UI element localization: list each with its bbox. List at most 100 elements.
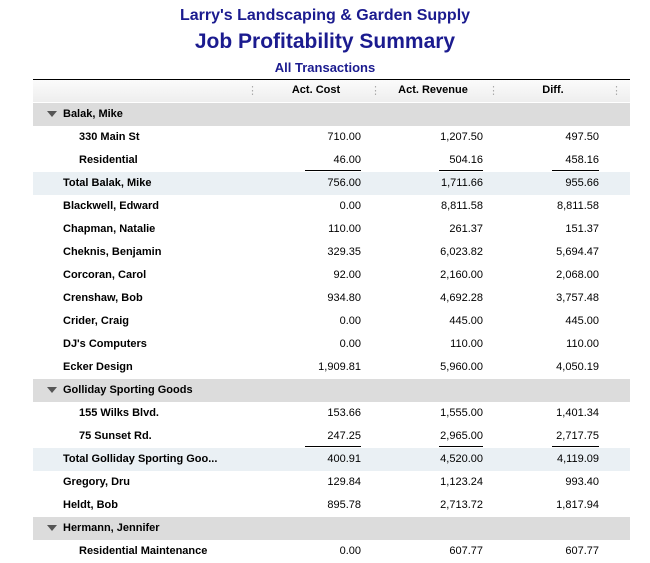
collapse-triangle-icon[interactable] bbox=[47, 525, 57, 531]
row-label: DJ's Computers bbox=[63, 338, 147, 350]
report-row[interactable]: Residential Maintenance 0.00 607.77 607.77 bbox=[33, 540, 630, 563]
group-row[interactable]: Golliday Sporting Goods bbox=[33, 379, 630, 402]
cell-diff: 2,717.75 bbox=[556, 430, 599, 442]
cell-diff: 445.00 bbox=[565, 315, 599, 327]
cell-diff: 497.50 bbox=[565, 131, 599, 143]
row-label: Hermann, Jennifer bbox=[63, 522, 160, 534]
cell-revenue: 4,520.00 bbox=[440, 453, 483, 465]
cell-diff: 110.00 bbox=[566, 338, 599, 350]
cell-revenue: 1,123.24 bbox=[440, 476, 483, 488]
report-subtitle: All Transactions bbox=[274, 60, 376, 75]
report-row[interactable]: DJ's Computers 0.00 110.00 110.00 bbox=[33, 333, 630, 356]
cell-revenue: 2,713.72 bbox=[440, 499, 483, 511]
row-label: Ecker Design bbox=[63, 361, 133, 373]
cell-cost: 895.78 bbox=[327, 499, 361, 511]
subtotal-rule bbox=[439, 446, 483, 447]
cell-diff: 1,401.34 bbox=[556, 407, 599, 419]
company-name: Larry's Landscaping & Garden Supply bbox=[179, 7, 471, 24]
column-divider[interactable]: ⋮ bbox=[611, 85, 622, 97]
row-label: 330 Main St bbox=[79, 131, 140, 143]
cell-diff: 151.37 bbox=[565, 223, 599, 235]
cell-revenue: 607.77 bbox=[449, 545, 483, 557]
report-title: Job Profitability Summary bbox=[194, 30, 456, 53]
row-label: Crenshaw, Bob bbox=[63, 292, 143, 304]
cell-cost: 710.00 bbox=[327, 131, 361, 143]
row-label: Blackwell, Edward bbox=[63, 200, 159, 212]
report-row[interactable]: Corcoran, Carol 92.00 2,160.00 2,068.00 bbox=[33, 264, 630, 287]
row-label: Residential bbox=[79, 154, 138, 166]
total-row[interactable]: Total Balak, Mike 756.00 1,711.66 955.66 bbox=[33, 172, 630, 195]
row-label: Corcoran, Carol bbox=[63, 269, 147, 281]
subtotal-rule bbox=[305, 170, 361, 171]
cell-diff: 4,119.09 bbox=[556, 453, 599, 465]
column-divider[interactable]: ⋮ bbox=[247, 85, 258, 97]
cell-cost: 247.25 bbox=[327, 430, 361, 442]
total-row[interactable]: Total Golliday Sporting Goo... 400.91 4,52… bbox=[33, 448, 630, 471]
report-row[interactable]: 75 Sunset Rd. 247.25 2,965.00 2,717.75 bbox=[33, 425, 630, 448]
row-label: Heldt, Bob bbox=[63, 499, 118, 511]
report-row[interactable]: Chapman, Natalie 110.00 261.37 151.37 bbox=[33, 218, 630, 241]
report-row[interactable]: Crenshaw, Bob 934.80 4,692.28 3,757.48 bbox=[33, 287, 630, 310]
report-row[interactable]: Ecker Design 1,909.81 5,960.00 4,050.19 bbox=[33, 356, 630, 379]
cell-revenue: 110.00 bbox=[450, 338, 483, 350]
group-row[interactable]: Balak, Mike bbox=[33, 103, 630, 126]
cell-revenue: 504.16 bbox=[449, 154, 483, 166]
cell-diff: 607.77 bbox=[565, 545, 599, 557]
cell-diff: 3,757.48 bbox=[556, 292, 599, 304]
cell-cost: 0.00 bbox=[339, 315, 361, 327]
cell-revenue: 445.00 bbox=[449, 315, 483, 327]
cell-revenue: 261.37 bbox=[449, 223, 483, 235]
cell-cost: 153.66 bbox=[327, 407, 361, 419]
subtotal-rule bbox=[439, 170, 483, 171]
report-row[interactable]: Heldt, Bob 895.78 2,713.72 1,817.94 bbox=[33, 494, 630, 517]
report-row[interactable]: Blackwell, Edward 0.00 8,811.58 8,811.58 bbox=[33, 195, 630, 218]
group-row[interactable]: Hermann, Jennifer bbox=[33, 517, 630, 540]
row-label: Cheknis, Benjamin bbox=[63, 246, 162, 258]
collapse-triangle-icon[interactable] bbox=[47, 111, 57, 117]
cell-diff: 4,050.19 bbox=[556, 361, 599, 373]
cell-cost: 46.00 bbox=[333, 154, 361, 166]
cell-diff: 955.66 bbox=[565, 177, 599, 189]
cell-cost: 0.00 bbox=[339, 545, 361, 557]
report-row[interactable]: Residential 46.00 504.16 458.16 bbox=[33, 149, 630, 172]
cell-revenue: 6,023.82 bbox=[440, 246, 483, 258]
report-body: Balak, Mike 330 Main St 710.00 1,207.50 497.… bbox=[33, 103, 630, 563]
column-header-act-cost[interactable]: Act. Cost bbox=[291, 84, 341, 96]
cell-cost: 0.00 bbox=[339, 338, 361, 350]
cell-cost: 400.91 bbox=[327, 453, 361, 465]
cell-revenue: 1,711.66 bbox=[440, 177, 483, 189]
cell-cost: 92.00 bbox=[333, 269, 361, 281]
row-label: Balak, Mike bbox=[63, 108, 123, 120]
row-label: Gregory, Dru bbox=[63, 476, 131, 488]
cell-cost: 756.00 bbox=[327, 177, 361, 189]
cell-cost: 110.00 bbox=[328, 223, 361, 235]
cell-diff: 458.16 bbox=[565, 154, 599, 166]
collapse-triangle-icon[interactable] bbox=[47, 387, 57, 393]
subtotal-rule bbox=[305, 446, 361, 447]
row-label: 155 Wilks Blvd. bbox=[79, 407, 159, 419]
column-header-act-revenue[interactable]: Act. Revenue bbox=[398, 84, 468, 96]
report-row[interactable]: 330 Main St 710.00 1,207.50 497.50 bbox=[33, 126, 630, 149]
cell-cost: 329.35 bbox=[327, 246, 361, 258]
cell-revenue: 4,692.28 bbox=[440, 292, 483, 304]
row-label: Residential Maintenance bbox=[79, 545, 208, 557]
row-label: Golliday Sporting Goods bbox=[63, 384, 193, 396]
cell-cost: 1,909.81 bbox=[318, 361, 361, 373]
report-row[interactable]: Cheknis, Benjamin 329.35 6,023.82 5,694.47 bbox=[33, 241, 630, 264]
cell-revenue: 8,811.58 bbox=[440, 200, 483, 212]
report-row[interactable]: 155 Wilks Blvd. 153.66 1,555.00 1,401.34 bbox=[33, 402, 630, 425]
cell-diff: 1,817.94 bbox=[556, 499, 599, 511]
report-row[interactable]: Crider, Craig 0.00 445.00 445.00 bbox=[33, 310, 630, 333]
cell-revenue: 2,965.00 bbox=[440, 430, 483, 442]
row-label: Total Golliday Sporting Goo... bbox=[63, 453, 218, 465]
column-divider[interactable]: ⋮ bbox=[488, 85, 499, 97]
cell-cost: 934.80 bbox=[327, 292, 361, 304]
report-row[interactable]: Gregory, Dru 129.84 1,123.24 993.40 bbox=[33, 471, 630, 494]
column-divider[interactable]: ⋮ bbox=[370, 85, 381, 97]
cell-revenue: 1,207.50 bbox=[440, 131, 483, 143]
column-header-diff[interactable]: Diff. bbox=[542, 84, 564, 96]
cell-diff: 993.40 bbox=[565, 476, 599, 488]
cell-revenue: 1,555.00 bbox=[440, 407, 483, 419]
cell-revenue: 2,160.00 bbox=[440, 269, 483, 281]
cell-revenue: 5,960.00 bbox=[440, 361, 483, 373]
